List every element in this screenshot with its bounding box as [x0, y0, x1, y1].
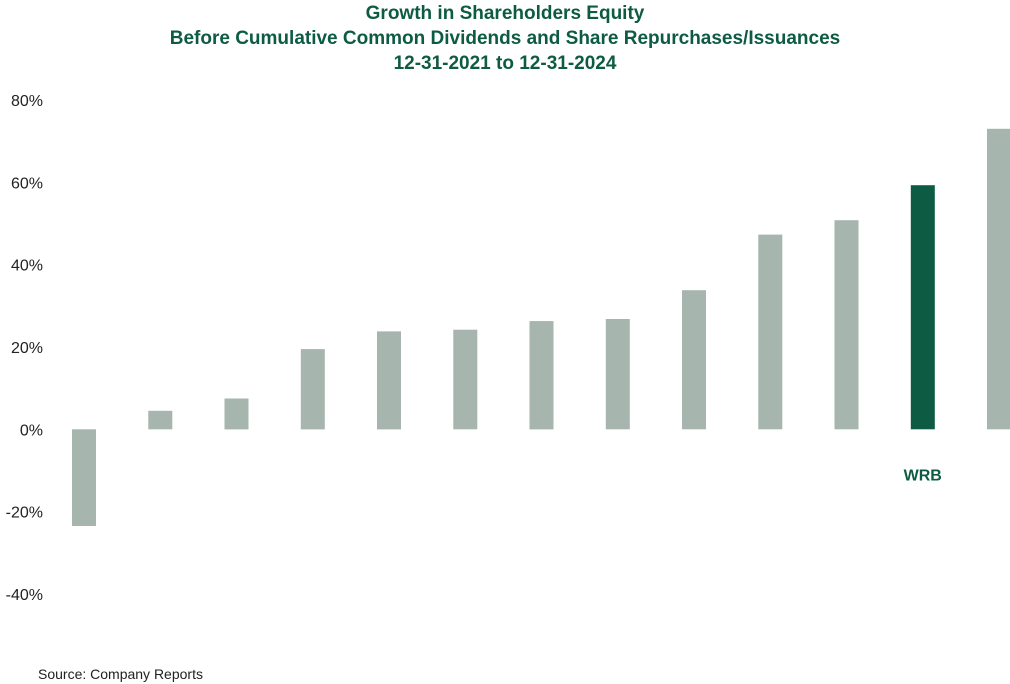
bar-wrb-highlight [910, 185, 935, 430]
y-tick-label: 40% [11, 258, 43, 275]
bar [453, 329, 478, 430]
chart-title-line-3: 12-31-2021 to 12-31-2024 [393, 53, 617, 74]
bar [758, 234, 783, 430]
bar [224, 398, 249, 430]
bar [377, 331, 401, 430]
bar [72, 429, 96, 526]
y-tick-label: 60% [11, 175, 43, 192]
chart-title: Growth in Shareholders Equity Before Cum… [0, 0, 1010, 76]
y-tick-label: -20% [6, 505, 43, 522]
bar-series [72, 128, 1010, 526]
bar [834, 220, 859, 430]
bar [682, 290, 706, 430]
y-axis-tick-labels: 80% 60% 40% 20% 0% -20% -40% [6, 93, 43, 604]
bar-category-label: WRB [904, 467, 942, 484]
chart-title-line-1: Growth in Shareholders Equity [365, 3, 645, 24]
bar [605, 319, 630, 430]
source-note: Source: Company Reports [38, 666, 203, 682]
y-tick-label: 0% [20, 422, 43, 439]
y-tick-label: 80% [11, 93, 43, 110]
bar [300, 349, 325, 430]
bar [529, 321, 554, 430]
chart-title-line-2: Before Cumulative Common Dividends and S… [169, 28, 841, 49]
bar-callouts: WRB [904, 467, 942, 484]
bar [148, 410, 173, 430]
y-tick-label: 20% [11, 340, 43, 357]
bar [987, 128, 1010, 430]
y-tick-label: -40% [6, 587, 43, 604]
